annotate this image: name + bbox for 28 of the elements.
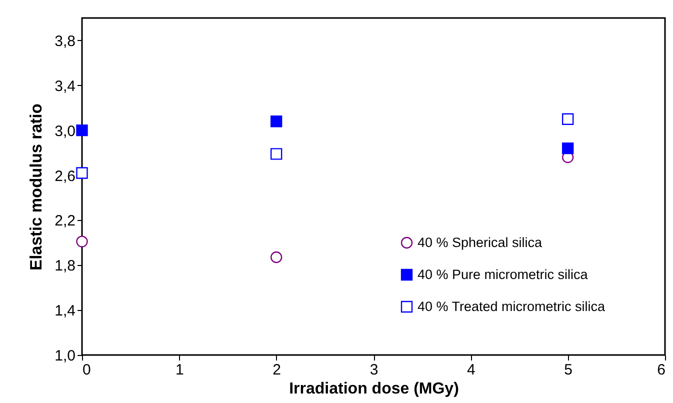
x-tick-label: 0 [82,362,91,378]
x-axis-title: Irradiation dose (MGy) [289,380,459,398]
point [562,142,574,154]
y-tick-label: 2,2 [54,212,76,230]
y-axis-title: Elastic modulus ratio [28,104,46,270]
x-tick-label: 5 [564,362,573,378]
x-tick-label: 4 [466,362,476,378]
x-tick-label: 3 [370,362,378,378]
y-tick-label: 3,4 [54,78,76,95]
point [270,148,282,160]
point [76,167,88,179]
point [76,236,88,248]
legend-label: 40 % Pure micrometric silica [418,266,588,282]
legend-label: 40 % Spherical silica [418,234,543,250]
point [270,251,282,264]
x-tick-label: 2 [272,362,282,378]
y-tick-label: 2,6 [54,168,76,185]
legend-label: 40 % Treated micrometric silica [418,298,606,314]
y-tick-label: 1,0 [54,348,76,364]
x-tick-label: 6 [657,362,666,378]
y-tick-label: 1,4 [54,302,76,320]
y-tick-label: 3,0 [54,122,76,140]
y-tick-label: 3,8 [54,32,76,50]
y-tick-label: 1,8 [54,258,76,275]
point [270,116,282,128]
point [76,124,88,136]
point [562,113,574,125]
x-tick-label: 1 [175,362,184,378]
